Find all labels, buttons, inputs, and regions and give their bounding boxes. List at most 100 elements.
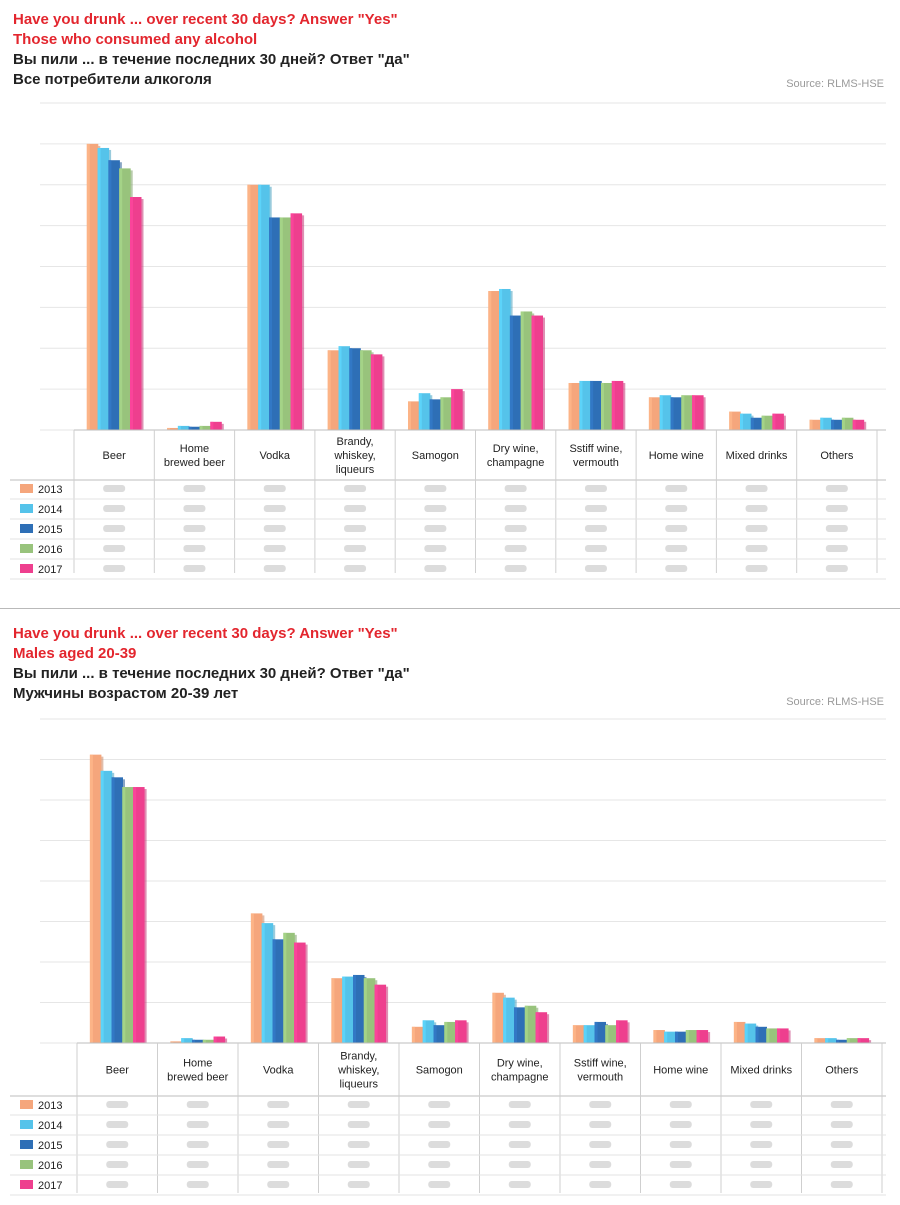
- bar-2017: [210, 421, 224, 430]
- bar-2017: [290, 213, 305, 430]
- bar: [283, 932, 295, 1043]
- bar-highlight: [360, 350, 364, 430]
- bar-highlight: [188, 426, 192, 430]
- bar-2013: [247, 184, 261, 430]
- bar: [455, 1020, 467, 1043]
- blurred-value-cell: [263, 565, 286, 572]
- legend-swatch-2013: [20, 484, 33, 493]
- blurred-value-cell: [589, 1161, 612, 1168]
- category-label: Brandy, whiskey, liqueurs: [333, 436, 375, 476]
- bar-2015: [433, 1025, 447, 1043]
- bar-highlight: [524, 1005, 528, 1043]
- category-label-line: whiskey,: [337, 1065, 379, 1077]
- bar-highlight: [664, 1031, 668, 1043]
- bar-highlight: [119, 168, 123, 430]
- blurred-value-cell: [103, 545, 126, 552]
- bar: [122, 787, 134, 1043]
- bar-2017: [294, 942, 308, 1043]
- bar-highlight: [814, 1038, 818, 1043]
- bar-2013: [729, 411, 743, 430]
- bar-2014: [261, 923, 276, 1043]
- blurred-value-cell: [267, 1121, 290, 1128]
- bar: [659, 395, 672, 430]
- blurred-value-cell: [665, 565, 688, 572]
- bar: [133, 787, 145, 1043]
- bar: [766, 1028, 778, 1043]
- bar-highlight: [583, 1025, 587, 1043]
- blurred-value-cell: [830, 1121, 853, 1128]
- legend-label-2013: 2013: [38, 1100, 62, 1112]
- bar-highlight: [520, 311, 524, 430]
- category-label-line: Brandy,: [340, 1051, 377, 1063]
- bar: [440, 397, 452, 430]
- bar: [119, 168, 131, 430]
- bar: [422, 1020, 435, 1043]
- category-label-line: champagne: [487, 457, 545, 469]
- bar: [568, 382, 581, 430]
- bar-2013: [568, 382, 583, 430]
- bar-highlight: [133, 787, 137, 1043]
- bar: [429, 399, 442, 430]
- bar: [852, 419, 865, 430]
- blurred-value-cell: [424, 545, 447, 552]
- legend-label-2015: 2015: [38, 1140, 62, 1152]
- bar-2016: [283, 932, 297, 1043]
- bar-2015: [108, 160, 122, 430]
- bar: [814, 1038, 826, 1043]
- bar: [605, 1025, 617, 1043]
- blurred-value-cell: [186, 1121, 209, 1128]
- bar-2016: [199, 425, 213, 430]
- bar-2016: [440, 397, 454, 430]
- bar-2014: [97, 147, 112, 430]
- bar: [89, 754, 102, 1043]
- blurred-value-cell: [665, 545, 688, 552]
- bar: [572, 1025, 585, 1043]
- blurred-value-cell: [424, 485, 447, 492]
- bar-highlight: [659, 395, 663, 430]
- category-label: Vodka: [259, 450, 290, 462]
- category-label-line: whiskey,: [333, 450, 375, 462]
- bar-2016: [520, 311, 535, 430]
- bar-2017: [777, 1028, 791, 1043]
- bar: [514, 1007, 526, 1043]
- bar-2014: [181, 1038, 195, 1043]
- bar: [294, 942, 306, 1043]
- blurred-value-cell: [508, 1101, 531, 1108]
- bar-chart-all-consumers: Beer Home brewed beer Vodka Brandy, whiskey, l…: [10, 102, 886, 580]
- blurred-value-cell: [347, 1161, 370, 1168]
- bar-highlight: [685, 1030, 689, 1043]
- blurred-value-cell: [106, 1161, 129, 1168]
- bar: [100, 770, 113, 1043]
- bar-2016: [119, 168, 133, 430]
- bar-highlight: [692, 395, 696, 430]
- category-label: Others: [825, 1065, 859, 1077]
- bar: [192, 1039, 204, 1043]
- bar-highlight: [777, 1028, 781, 1043]
- bar-2017: [772, 413, 786, 430]
- blurred-value-cell: [584, 525, 607, 532]
- bar-highlight: [327, 350, 331, 430]
- blurred-value-cell: [504, 485, 527, 492]
- bar: [97, 147, 110, 430]
- bar-2016: [761, 415, 776, 430]
- category-label: Brandy, whiskey, liqueurs: [337, 1051, 379, 1091]
- bar-highlight: [820, 417, 824, 430]
- legend-swatch-2015: [20, 524, 33, 533]
- bar-highlight: [418, 393, 422, 430]
- chart-title-en: Have you drunk ... over recent 30 days? …: [13, 625, 398, 642]
- bar: [213, 1036, 226, 1043]
- blurred-value-cell: [584, 485, 607, 492]
- bar-highlight: [531, 315, 535, 430]
- category-label-line: Mixed drinks: [730, 1065, 792, 1077]
- bar-highlight: [108, 160, 112, 430]
- bar-2016: [279, 217, 294, 430]
- bar-2017: [455, 1020, 469, 1043]
- legend-label-2017: 2017: [38, 1180, 62, 1192]
- blurred-value-cell: [589, 1101, 612, 1108]
- bar: [664, 1031, 676, 1043]
- category-label: Home wine: [653, 1065, 708, 1077]
- bar-highlight: [852, 419, 856, 430]
- bar-highlight: [616, 1020, 620, 1043]
- bar-2015: [594, 1021, 608, 1043]
- bar: [583, 1025, 596, 1043]
